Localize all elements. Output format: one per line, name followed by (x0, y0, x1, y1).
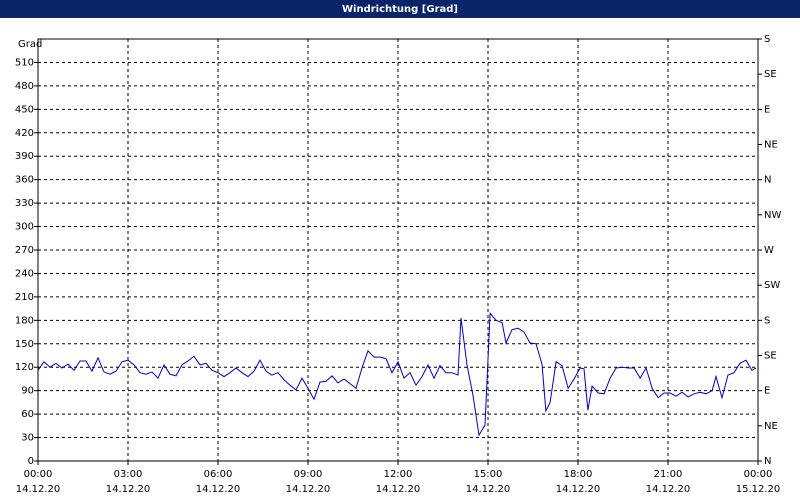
y-tick-label: 0 (28, 456, 34, 467)
x-tick-date: 14.12.20 (646, 484, 691, 495)
y2-tick-label: NE (764, 421, 778, 432)
x-tick-date: 14.12.20 (376, 484, 421, 495)
x-tick-date: 14.12.20 (286, 484, 331, 495)
y2-tick-label: NW (764, 210, 781, 221)
y2-tick-label: E (764, 104, 770, 115)
x-tick-label: 21:00 (654, 469, 683, 480)
y-axis-label: Grad (18, 39, 42, 50)
y-tick-label: 30 (21, 433, 34, 444)
y-tick-label: 150 (15, 339, 34, 350)
y-tick-label: 510 (15, 57, 34, 68)
title-bar (0, 0, 800, 18)
y-tick-label: 120 (15, 362, 34, 373)
y2-tick-label: S (764, 34, 770, 45)
x-tick-label: 18:00 (564, 469, 593, 480)
x-tick-label: 00:00 (744, 469, 773, 480)
x-tick-date: 14.12.20 (106, 484, 151, 495)
x-tick-label: 06:00 (204, 469, 233, 480)
chart-title: Windrichtung [Grad] (342, 4, 458, 15)
y2-tick-label: SW (764, 280, 780, 291)
x-tick-date: 14.12.20 (16, 484, 61, 495)
y2-tick-label: NE (764, 140, 778, 151)
y2-tick-label: SE (764, 69, 777, 80)
y2-tick-label: W (764, 245, 774, 256)
x-tick-date: 14.12.20 (196, 484, 241, 495)
x-tick-label: 00:00 (24, 469, 53, 480)
y-tick-label: 270 (15, 245, 34, 256)
y2-tick-label: S (764, 315, 770, 326)
x-tick-label: 15:00 (474, 469, 503, 480)
data-line (37, 312, 757, 437)
y-tick-label: 240 (15, 268, 34, 279)
y2-tick-label: N (764, 175, 771, 186)
x-tick-date: 14.12.20 (466, 484, 511, 495)
y2-tick-label: E (764, 386, 770, 397)
x-tick-label: 03:00 (114, 469, 143, 480)
y2-tick-label: SE (764, 351, 777, 362)
y-tick-label: 480 (15, 81, 34, 92)
y-tick-label: 390 (15, 151, 34, 162)
y-tick-label: 180 (15, 315, 34, 326)
y-tick-label: 330 (15, 198, 34, 209)
x-tick-label: 12:00 (384, 469, 413, 480)
y-tick-label: 60 (21, 409, 34, 420)
x-tick-label: 09:00 (294, 469, 323, 480)
x-tick-date: 14.12.20 (556, 484, 601, 495)
y-tick-label: 360 (15, 175, 34, 186)
y-tick-label: 300 (15, 222, 34, 233)
y-tick-label: 420 (15, 128, 34, 139)
y2-tick-label: N (764, 456, 771, 467)
x-tick-date: 15.12.20 (736, 484, 781, 495)
y-tick-label: 450 (15, 104, 34, 115)
y-tick-label: 210 (15, 292, 34, 303)
y-tick-label: 90 (21, 386, 34, 397)
